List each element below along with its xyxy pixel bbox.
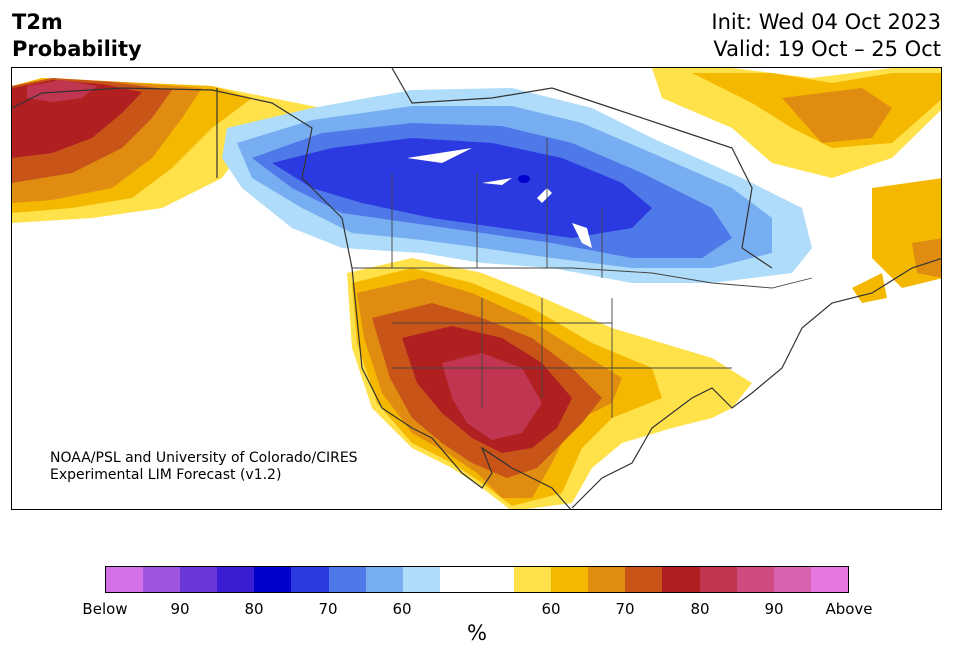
colorbar-swatch [365, 567, 403, 592]
valid-dates: Valid: 19 Oct – 25 Oct [713, 37, 941, 61]
colorbar [105, 566, 849, 593]
colorbar-tick-label: 70 [615, 600, 635, 618]
coastline-lines [12, 68, 941, 509]
colorbar-tick-label: Above [825, 600, 873, 618]
colorbar-unit: % [467, 621, 487, 645]
colorbar-swatch [291, 567, 329, 592]
colorbar-swatch [514, 567, 552, 592]
colorbar-tick-label: 80 [690, 600, 710, 618]
colorbar-swatch [143, 567, 181, 592]
colorbar-swatch [254, 567, 292, 592]
date-info: Init: Wed 04 Oct 2023 Valid: 19 Oct – 25… [711, 9, 941, 63]
colorbar-swatch [625, 567, 663, 592]
colorbar-tick-label: 60 [392, 600, 412, 618]
colorbar-tick-label: Below [82, 600, 128, 618]
border-lines [352, 138, 813, 418]
colorbar-tick-label: 90 [764, 600, 784, 618]
credit-line-1: NOAA/PSL and University of Colorado/CIRE… [50, 450, 358, 466]
title-line-2: Probability [12, 37, 142, 61]
credit-line-2: Experimental LIM Forecast (v1.2) [50, 467, 282, 483]
northeast-warm-region [652, 68, 941, 303]
init-date: Init: Wed 04 Oct 2023 [711, 10, 941, 34]
map-title: T2m Probability [12, 9, 142, 63]
probability-map: NOAA/PSL and University of Colorado/CIRE… [11, 67, 942, 510]
colorbar-swatch [402, 567, 440, 592]
colorbar-swatch [588, 567, 626, 592]
colorbar-swatch [699, 567, 737, 592]
alaska-warm-region [12, 78, 322, 223]
colorbar-swatch [217, 567, 255, 592]
colorbar-swatch [328, 567, 366, 592]
colorbar-tick-label: 80 [244, 600, 264, 618]
colorbar-swatch [810, 567, 848, 592]
colorbar-swatch [773, 567, 811, 592]
map-canvas [12, 68, 941, 509]
colorbar-swatch [106, 567, 144, 592]
map-credit: NOAA/PSL and University of Colorado/CIRE… [50, 450, 358, 484]
colorbar-swatch [662, 567, 700, 592]
colorbar-swatch [439, 567, 477, 592]
colorbar-tick-label: 70 [318, 600, 338, 618]
colorbar-swatch [476, 567, 515, 592]
southwest-warm-region [347, 258, 752, 509]
colorbar-swatch [736, 567, 774, 592]
colorbar-tick-label: 60 [541, 600, 561, 618]
colorbar-tick-label: 90 [170, 600, 190, 618]
colorbar-swatch [180, 567, 218, 592]
canada-cold-region [222, 88, 812, 283]
title-line-1: T2m [12, 10, 63, 34]
colorbar-swatch [551, 567, 589, 592]
